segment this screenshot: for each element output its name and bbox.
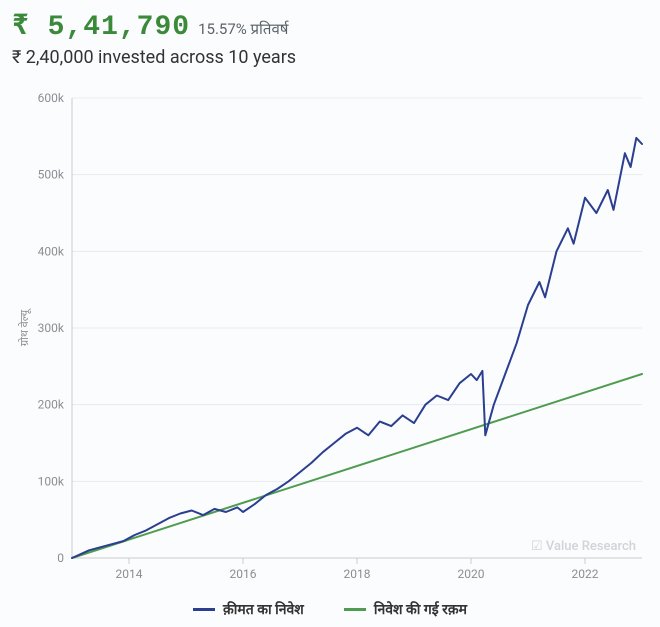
currency-symbol: ₹ xyxy=(12,12,30,43)
legend-label-invested: निवेश की गई रक़म xyxy=(374,600,467,619)
current-value: ₹ 5,41,790 xyxy=(12,8,190,43)
return-suffix: प्रतिवर्ष xyxy=(251,20,289,38)
chart-svg: 0 100k 200k 300k 400k 500k 600k 2014 2016 2018 202… xyxy=(12,88,652,588)
svg-text:2018: 2018 xyxy=(344,567,371,581)
svg-text:2020: 2020 xyxy=(458,567,485,581)
svg-text:0: 0 xyxy=(57,551,64,565)
svg-text:500k: 500k xyxy=(38,168,65,182)
svg-text:☑ Value Research: ☑ Value Research xyxy=(531,539,636,554)
value-amount: 5,41,790 xyxy=(48,12,190,43)
svg-text:2016: 2016 xyxy=(230,567,257,581)
legend-label-value: क़ीमत का निवेश xyxy=(223,600,304,619)
legend-item-invested: निवेश की गई रक़म xyxy=(344,600,467,619)
chart-legend: क़ीमत का निवेश निवेश की गई रक़म xyxy=(12,600,648,619)
svg-text:600k: 600k xyxy=(38,91,65,105)
growth-chart: 0 100k 200k 300k 400k 500k 600k 2014 2016 2018 202… xyxy=(12,88,648,588)
legend-item-value: क़ीमत का निवेश xyxy=(193,600,304,619)
return-pct: 15.57% xyxy=(198,20,247,38)
svg-text:2014: 2014 xyxy=(116,567,143,581)
svg-text:400k: 400k xyxy=(38,244,65,258)
svg-text:100k: 100k xyxy=(38,474,65,488)
svg-text:2022: 2022 xyxy=(572,567,599,581)
legend-swatch-value xyxy=(193,608,215,611)
legend-swatch-invested xyxy=(344,608,366,611)
svg-text:300k: 300k xyxy=(38,321,65,335)
svg-text:ग्रोथ वेल्यू: ग्रोथ वेल्यू xyxy=(18,308,32,346)
invested-subtitle: ₹ 2,40,000 invested across 10 years xyxy=(12,47,648,68)
svg-text:200k: 200k xyxy=(38,398,65,412)
return-rate: 15.57% प्रतिवर्ष xyxy=(198,19,288,39)
header-row: ₹ 5,41,790 15.57% प्रतिवर्ष xyxy=(12,8,648,43)
